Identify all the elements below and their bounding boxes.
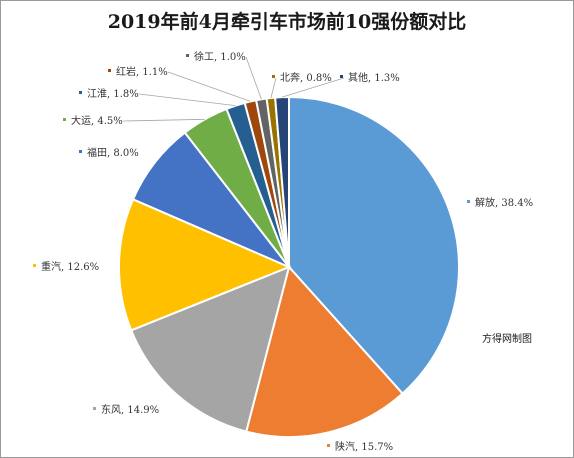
slice-label-8: 徐工, 1.0% [194,50,246,63]
label-marker-5 [63,118,66,121]
label-marker-10 [340,75,343,78]
label-marker-2 [93,407,96,410]
pie-slice-1 [245,264,404,438]
chart-title: 2019年前4月牵引车市场前10强份额对比 [107,11,467,33]
slice-label-2: 东风, 14.9% [101,403,159,416]
label-marker-6 [79,91,82,94]
label-marker-9 [272,75,275,78]
leader-line-7 [167,71,251,102]
leader-line-8 [245,56,262,100]
pie-slice-3 [118,197,292,332]
chart-credit: 方得网制图 [482,334,532,345]
slice-label-9: 北奔, 0.8% [280,71,332,84]
label-marker-4 [79,150,82,153]
slice-label-0: 解放, 38.4% [475,196,533,209]
slice-label-7: 红岩, 1.1% [116,65,168,78]
pie-slice-2 [129,265,291,433]
slice-label-10: 其他, 1.3% [348,71,400,84]
label-marker-8 [186,54,189,57]
slice-label-4: 福田, 8.0% [87,146,139,159]
label-marker-0 [467,200,470,203]
slice-label-3: 重汽, 12.6% [41,260,99,273]
pie-slice-10 [274,95,290,268]
slice-label-1: 陕汽, 15.7% [335,440,393,453]
slice-label-6: 江淮, 1.8% [87,88,139,100]
leader-line-10 [281,77,345,98]
label-marker-3 [33,264,36,267]
leader-line-5 [122,118,205,122]
leader-line-6 [138,93,236,106]
pie-slice-0 [288,95,460,395]
label-marker-7 [108,69,111,72]
slice-label-5: 大运, 4.5% [71,114,123,127]
label-marker-1 [327,444,330,447]
leader-line-9 [270,77,277,99]
